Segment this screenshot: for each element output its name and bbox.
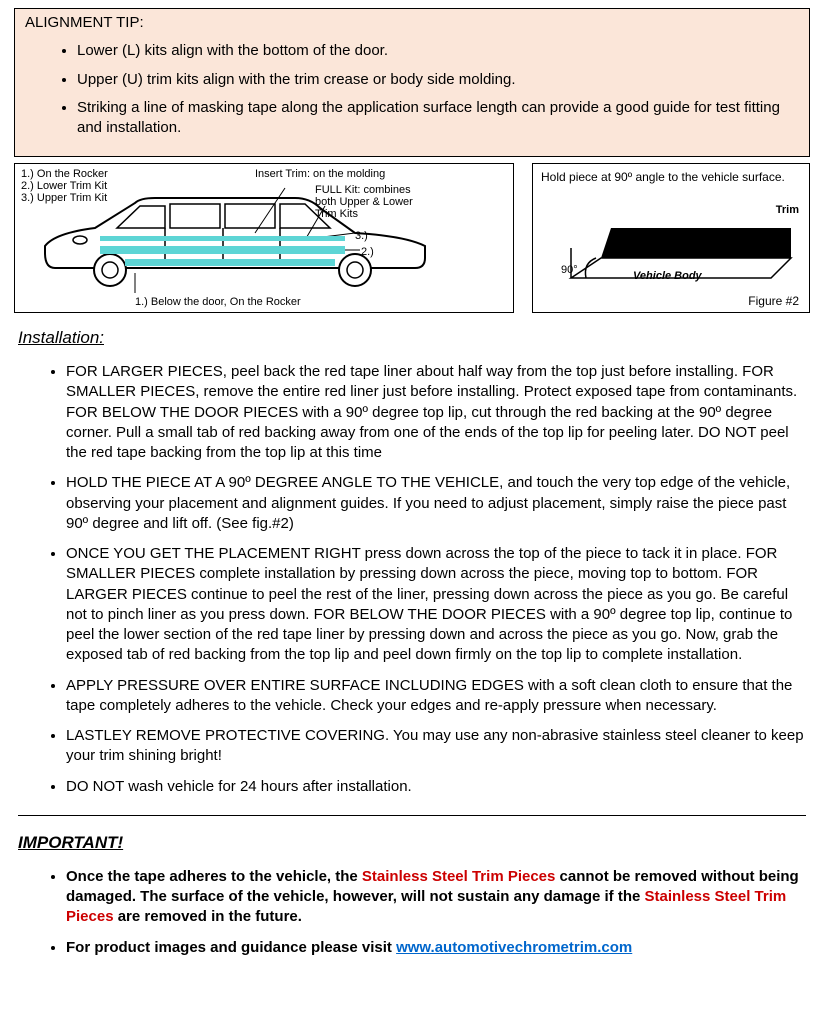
important-heading: IMPORTANT! <box>18 832 806 855</box>
tip-item: Upper (U) trim kits align with the trim … <box>77 70 799 90</box>
install-step: DO NOT wash vehicle for 24 hours after i… <box>66 777 810 797</box>
angle-90-label: 90° <box>561 264 578 276</box>
diagrams-row: 1.) On the Rocker 2.) Lower Trim Kit 3.)… <box>14 163 810 313</box>
trim-stripe-mid <box>100 246 345 254</box>
trim-label: Trim <box>776 204 799 216</box>
angle-diagram: Hold piece at 90º angle to the vehicle s… <box>532 163 810 313</box>
red-term: Stainless Steel Trim Pieces <box>362 868 555 885</box>
tip-item: Striking a line of masking tape along th… <box>77 98 799 139</box>
section-divider <box>18 815 806 816</box>
tip-title: ALIGNMENT TIP: <box>25 13 799 33</box>
car-diagram: 1.) On the Rocker 2.) Lower Trim Kit 3.)… <box>14 163 514 313</box>
install-step: ONCE YOU GET THE PLACEMENT RIGHT press d… <box>66 544 810 666</box>
install-step: APPLY PRESSURE OVER ENTIRE SURFACE INCLU… <box>66 676 810 717</box>
callout-2: 2.) <box>361 246 374 258</box>
installation-section: Installation: FOR LARGER PIECES, peel ba… <box>14 327 810 797</box>
important-text: Once the tape adheres to the vehicle, th… <box>66 868 362 885</box>
figure-label: Figure #2 <box>748 295 799 308</box>
trim-stripe-lower <box>125 259 335 266</box>
important-item: Once the tape adheres to the vehicle, th… <box>66 867 810 928</box>
important-text: are removed in the future. <box>114 908 302 925</box>
important-section: IMPORTANT! Once the tape adheres to the … <box>14 832 810 958</box>
important-item: For product images and guidance please v… <box>66 938 810 958</box>
tip-item: Lower (L) kits align with the bottom of … <box>77 41 799 61</box>
install-step: FOR LARGER PIECES, peel back the red tap… <box>66 362 810 463</box>
car-svg <box>25 178 505 308</box>
tip-list: Lower (L) kits align with the bottom of … <box>25 41 799 138</box>
important-text: For product images and guidance please v… <box>66 939 396 956</box>
installation-heading: Installation: <box>18 327 806 350</box>
installation-list: FOR LARGER PIECES, peel back the red tap… <box>14 362 810 797</box>
alignment-tip-box: ALIGNMENT TIP: Lower (L) kits align with… <box>14 8 810 157</box>
body-label: Vehicle Body <box>633 270 702 282</box>
important-list: Once the tape adheres to the vehicle, th… <box>14 867 810 958</box>
install-step: HOLD THE PIECE AT A 90º DEGREE ANGLE TO … <box>66 473 810 534</box>
callout-3: 3.) <box>355 230 368 242</box>
trim-stripe-upper <box>100 236 345 241</box>
angle-instruction: Hold piece at 90º angle to the vehicle s… <box>541 170 801 184</box>
install-step: LASTLEY REMOVE PROTECTIVE COVERING. You … <box>66 726 810 767</box>
product-link[interactable]: www.automotivechrometrim.com <box>396 939 632 956</box>
